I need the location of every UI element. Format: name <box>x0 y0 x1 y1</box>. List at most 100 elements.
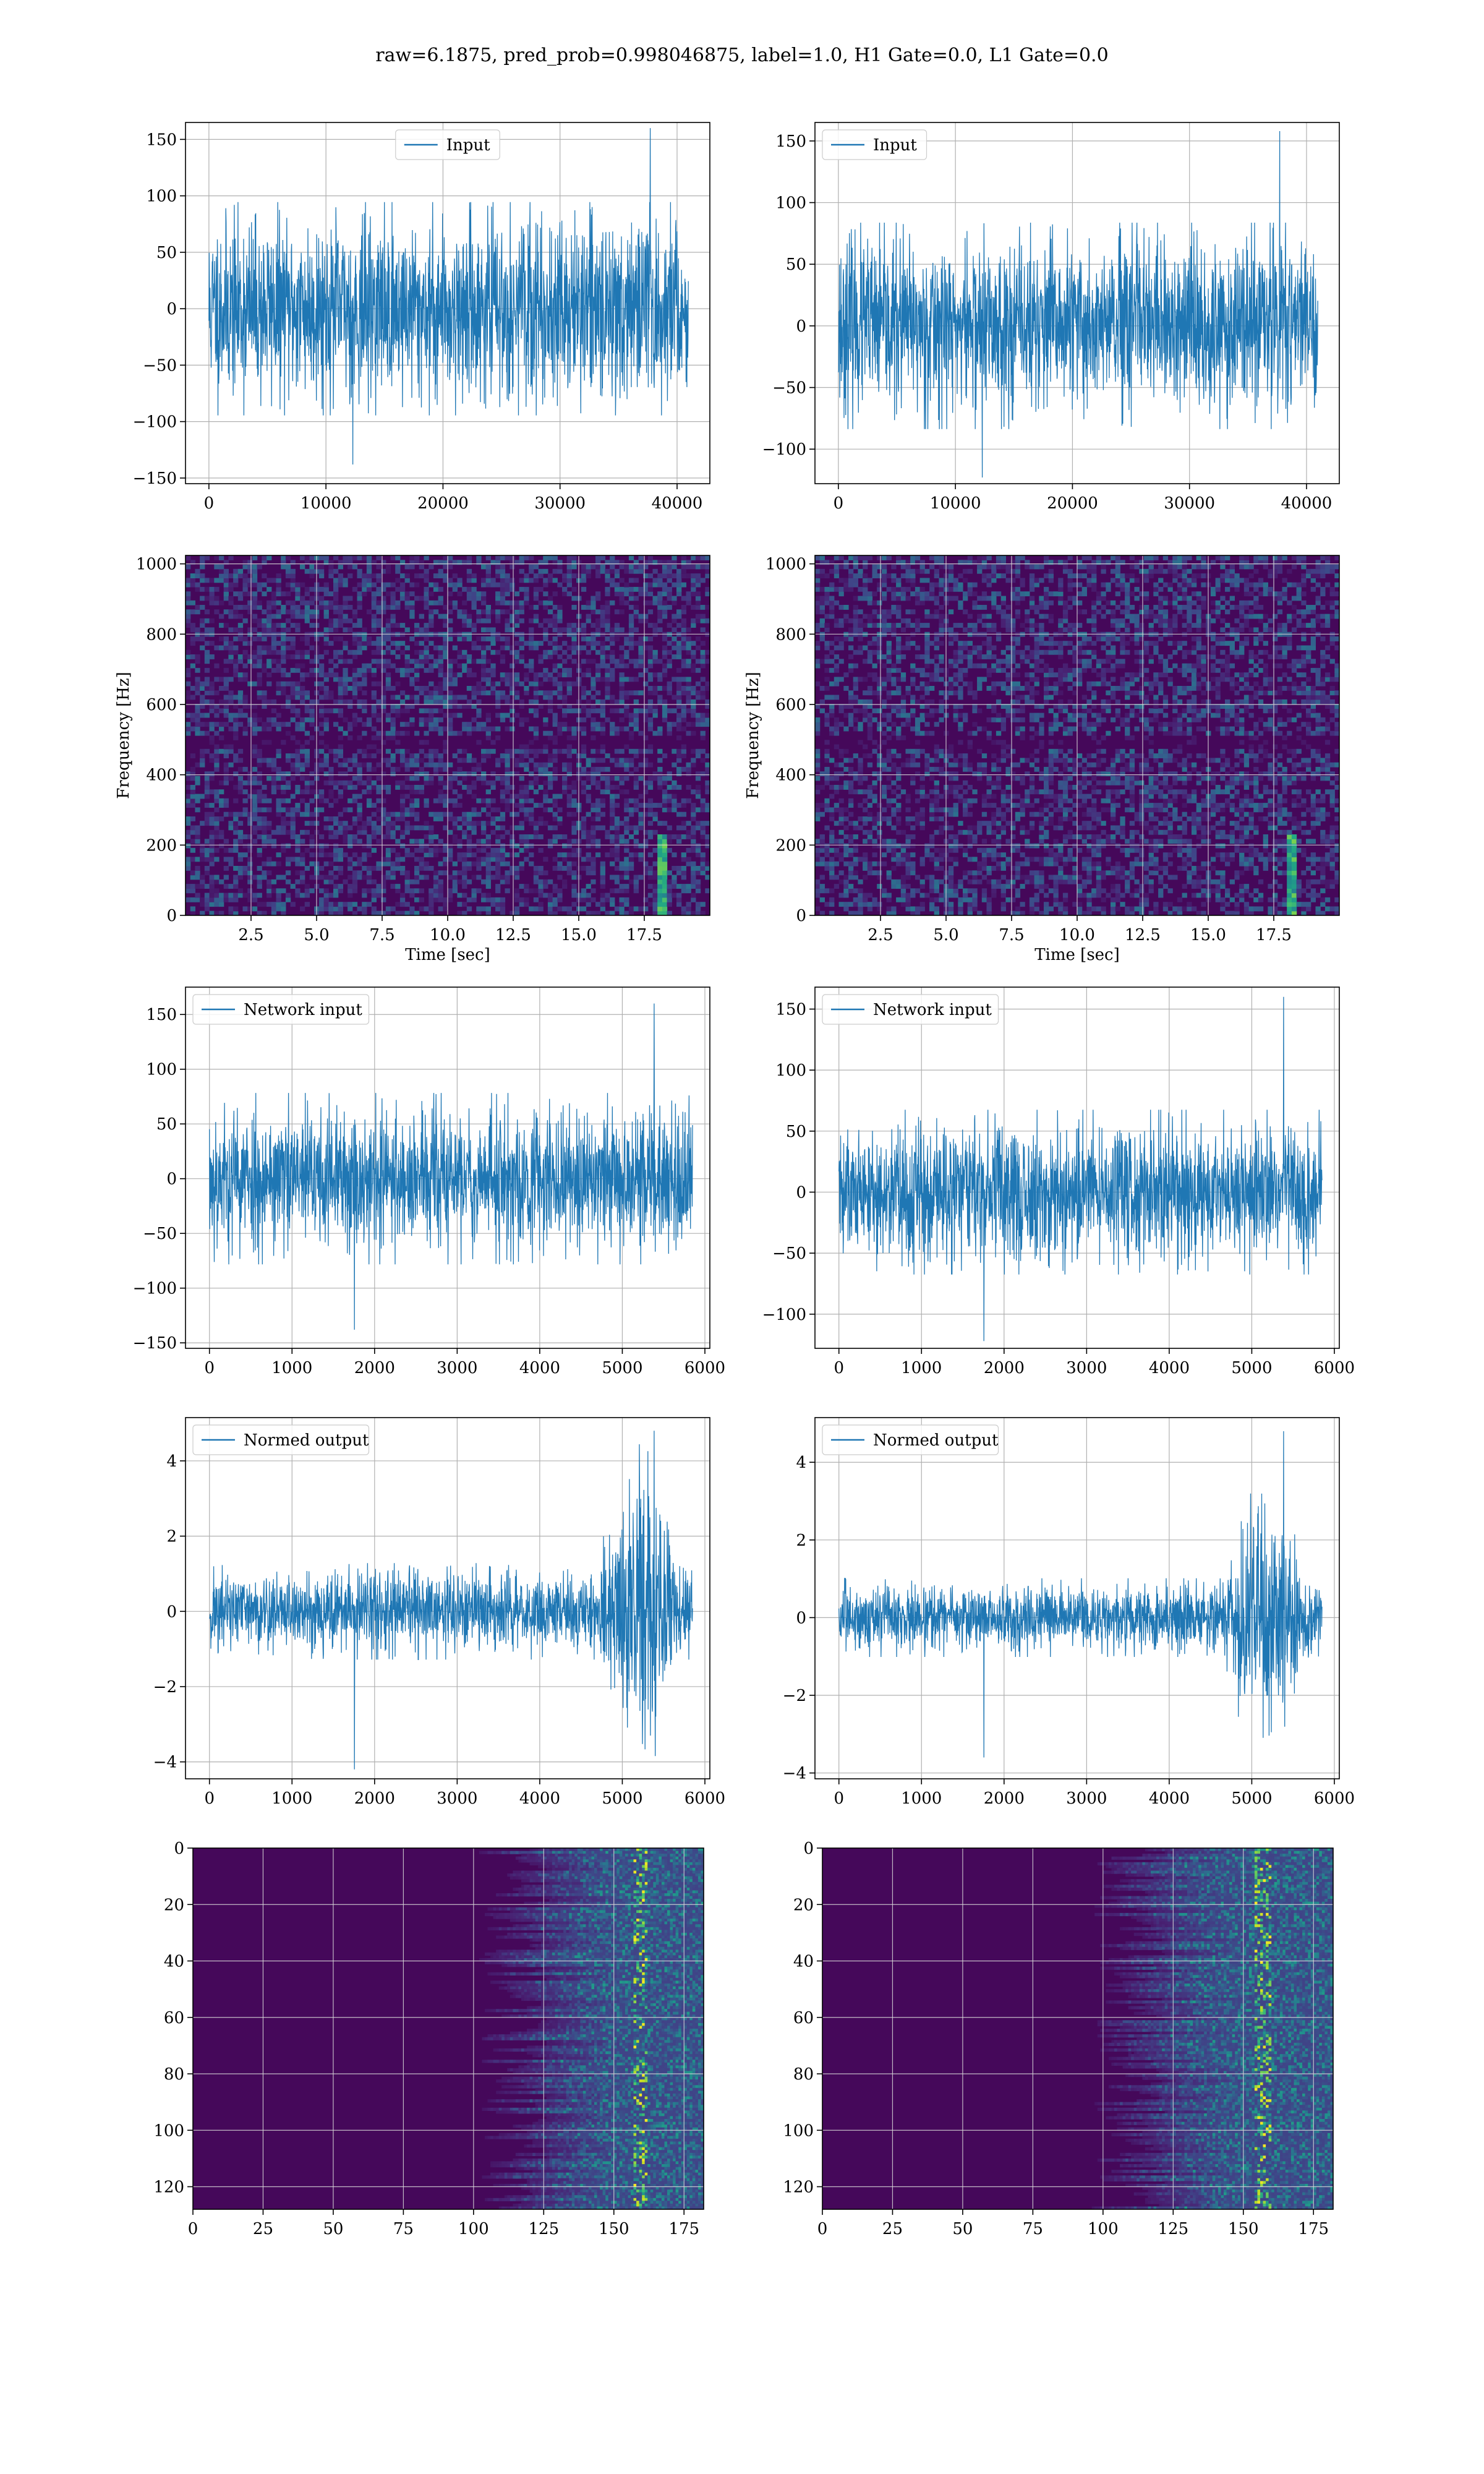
x-tick-label: 3000 <box>1066 1359 1107 1377</box>
chart-panel-input-h1: 0 10000 20000 30000 40000 −150 −100 −50 0 50 100 15… <box>133 122 710 513</box>
chart-panel-net-h1: 0 1000 2000 3000 4000 5000 6000 −150 −100 −50 0 50 1… <box>133 987 725 1377</box>
y-tick-label: 100 <box>775 194 806 213</box>
y-tick-label: −2 <box>153 1678 177 1697</box>
y-tick-label: −100 <box>762 440 806 459</box>
x-tick-label: 175 <box>1298 2220 1329 2238</box>
x-tick-label: 125 <box>1158 2220 1188 2238</box>
legend-label: Input <box>446 136 490 155</box>
y-tick-label: 1000 <box>765 555 806 574</box>
series-line <box>838 1431 1323 1758</box>
y-tick-label: 0 <box>166 907 177 925</box>
y-tick-label: 100 <box>146 187 177 206</box>
legend: Input <box>822 129 927 160</box>
y-tick-label: 60 <box>793 2009 814 2027</box>
x-tick-label: 150 <box>599 2220 629 2238</box>
x-tick-label: 150 <box>1228 2220 1259 2238</box>
y-tick-label: 0 <box>796 907 806 925</box>
y-tick-label: −4 <box>783 1765 806 1783</box>
y-tick-label: −2 <box>783 1687 806 1705</box>
x-tick-label: 6000 <box>684 1789 725 1808</box>
y-tick-label: −150 <box>133 1334 177 1353</box>
x-tick-label: 2000 <box>354 1359 395 1377</box>
y-tick-label: 400 <box>146 766 177 785</box>
x-tick-label: 4000 <box>1149 1789 1190 1808</box>
chart-panel-spec-l1: 2.5 5.0 7.5 10.0 12.5 15.0 17.5 0 200 400 600 800 10… <box>744 555 1340 964</box>
x-tick-label: 10.0 <box>430 926 466 944</box>
x-tick-label: 0 <box>817 2220 828 2238</box>
x-tick-label: 4000 <box>1149 1359 1190 1377</box>
x-tick-label: 10.0 <box>1059 926 1095 944</box>
x-tick-label: 6000 <box>684 1359 725 1377</box>
y-tick-label: −4 <box>153 1753 177 1772</box>
x-tick-label: 17.5 <box>1256 926 1292 944</box>
y-tick-label: 600 <box>146 696 177 714</box>
y-tick-label: −100 <box>133 1280 177 1298</box>
y-tick-label: 4 <box>796 1453 806 1472</box>
y-tick-label: −100 <box>762 1306 806 1324</box>
x-tick-label: 0 <box>204 1359 215 1377</box>
x-tick-label: 75 <box>393 2220 414 2238</box>
x-tick-label: 5000 <box>1231 1789 1272 1808</box>
x-tick-label: 20000 <box>417 494 469 513</box>
y-tick-label: 50 <box>156 244 177 262</box>
x-tick-label: 0 <box>188 2220 198 2238</box>
y-tick-label: 20 <box>793 1896 814 1914</box>
legend-label: Network input <box>873 1001 992 1019</box>
y-tick-label: 0 <box>166 300 177 319</box>
legend: Network input <box>192 994 370 1025</box>
y-tick-label: 40 <box>164 1953 184 1971</box>
x-tick-label: 4000 <box>519 1359 560 1377</box>
y-tick-label: 60 <box>164 2009 184 2027</box>
y-tick-label: 50 <box>156 1115 177 1134</box>
y-tick-label: 40 <box>793 1953 814 1971</box>
series-line <box>838 131 1318 478</box>
chart-panel-norm-h1: 0 1000 2000 3000 4000 5000 6000 −4 −2 0 2 4 Normed o… <box>153 1417 725 1808</box>
x-tick-label: 2000 <box>354 1789 395 1808</box>
y-tick-label: 800 <box>146 625 177 644</box>
y-tick-label: 0 <box>166 1170 177 1189</box>
x-tick-label: 0 <box>834 494 844 513</box>
y-tick-label: 50 <box>786 255 806 274</box>
x-tick-label: 15.0 <box>1190 926 1226 944</box>
y-tick-label: 150 <box>146 1006 177 1024</box>
y-tick-label: 800 <box>775 625 806 644</box>
y-axis-label: Frequency [Hz] <box>744 672 762 799</box>
y-tick-label: 100 <box>783 2121 814 2140</box>
y-tick-label: 120 <box>153 2178 184 2197</box>
x-tick-label: 40000 <box>652 494 703 513</box>
x-tick-label: 40000 <box>1281 494 1333 513</box>
legend-label: Normed output <box>873 1431 999 1450</box>
y-tick-label: 100 <box>146 1061 177 1079</box>
x-tick-label: 175 <box>668 2220 699 2238</box>
y-tick-label: 100 <box>775 1061 806 1080</box>
x-tick-label: 1000 <box>901 1359 942 1377</box>
x-tick-label: 7.5 <box>369 926 394 944</box>
series-line <box>209 1431 693 1770</box>
x-tick-label: 5.0 <box>933 926 958 944</box>
x-tick-label: 5000 <box>1231 1359 1272 1377</box>
y-tick-label: 1000 <box>136 555 177 574</box>
x-tick-label: 3000 <box>1066 1789 1107 1808</box>
x-tick-label: 30000 <box>534 494 586 513</box>
legend: Network input <box>822 994 999 1025</box>
y-tick-label: 120 <box>783 2178 814 2197</box>
legend-label: Input <box>873 136 917 155</box>
y-tick-label: 2 <box>796 1531 806 1550</box>
x-tick-label: 5.0 <box>304 926 329 944</box>
x-tick-label: 0 <box>204 494 215 513</box>
x-tick-label: 0 <box>204 1789 215 1808</box>
legend-label: Network input <box>244 1001 362 1019</box>
x-tick-label: 20000 <box>1047 494 1098 513</box>
x-tick-label: 6000 <box>1314 1789 1355 1808</box>
chart-panel-feat-l1: 0 25 50 75 100 125 150 175 0 20 40 60 80 100 120 <box>783 1839 1334 2238</box>
figure-title: raw=6.1875, pred_prob=0.998046875, label… <box>0 45 1484 66</box>
y-tick-label: 150 <box>775 1001 806 1019</box>
x-tick-label: 25 <box>882 2220 903 2238</box>
y-tick-label: −50 <box>772 1244 806 1263</box>
x-tick-label: 1000 <box>271 1789 312 1808</box>
y-tick-label: 0 <box>166 1603 177 1621</box>
x-tick-label: 50 <box>323 2220 343 2238</box>
y-tick-label: 200 <box>146 836 177 855</box>
x-tick-label: 1000 <box>901 1789 942 1808</box>
x-tick-label: 12.5 <box>495 926 531 944</box>
